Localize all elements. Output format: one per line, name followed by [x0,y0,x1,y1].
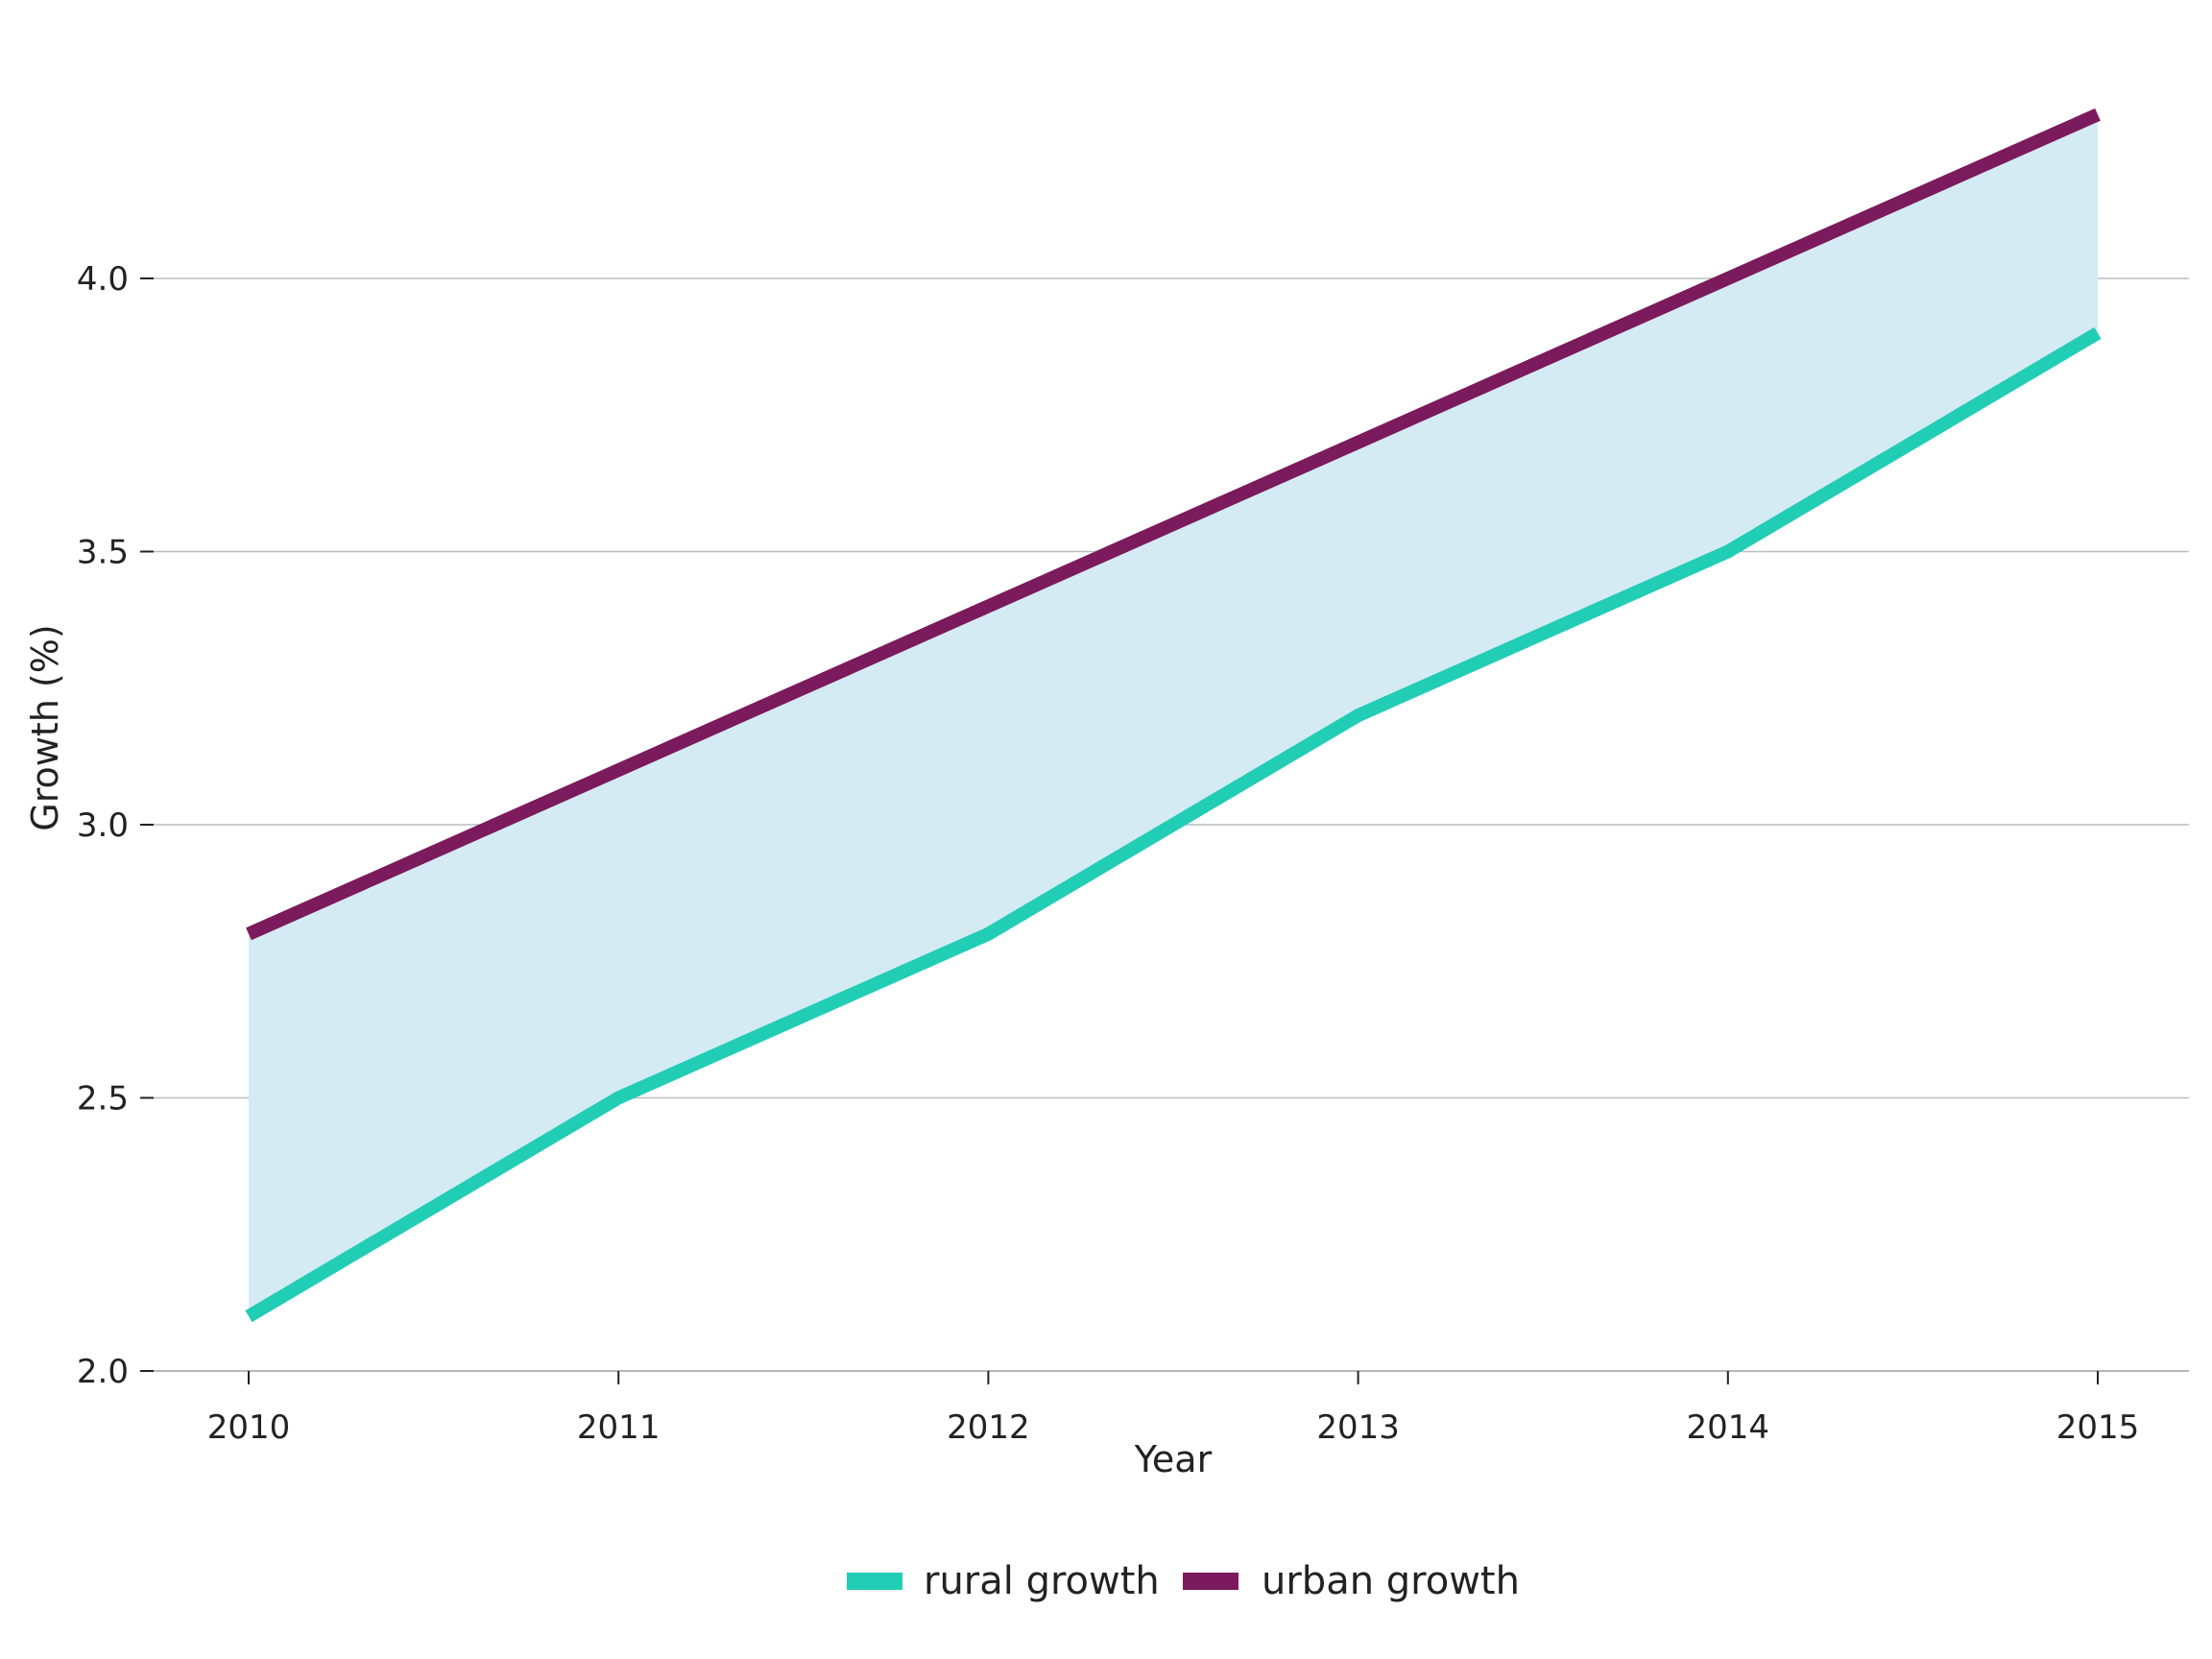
x-tick-label: 2010 [207,1408,291,1447]
y-tick-label: 4.0 [77,260,129,299]
x-tick-label: 2013 [1316,1408,1400,1447]
fill-between-area [249,114,2098,1317]
series-line-urban-growth [246,108,2101,941]
legend-swatch [847,1573,902,1590]
y-tick-label: 2.0 [77,1353,129,1391]
y-tick-label: 3.5 [77,534,129,572]
series-lines [245,108,2102,1323]
x-tick-label: 2014 [1687,1408,1770,1447]
legend-swatch [1183,1573,1238,1590]
fill-between-area-group [249,114,2098,1317]
x-axis-title: Year [1134,1438,1213,1480]
x-tick-label: 2015 [2056,1408,2140,1447]
series-line-rural-growth [245,326,2102,1323]
y-tick-label: 2.5 [77,1080,129,1118]
legend: rural growth urban growth [847,1559,1520,1603]
axes [140,277,2189,1384]
legend-label: rural growth [924,1559,1160,1603]
x-tick-label: 2011 [577,1408,661,1447]
x-tick-label: 2012 [947,1408,1030,1447]
y-tick-label: 3.0 [77,806,129,845]
y-axis-title: Growth (%) [24,624,66,830]
y-tick-labels: 2.0 2.5 3.0 3.5 4.0 [77,260,129,1391]
x-tick-labels: 2010 2011 2012 2013 2014 2015 [207,1408,2140,1447]
legend-label: urban growth [1262,1559,1520,1603]
